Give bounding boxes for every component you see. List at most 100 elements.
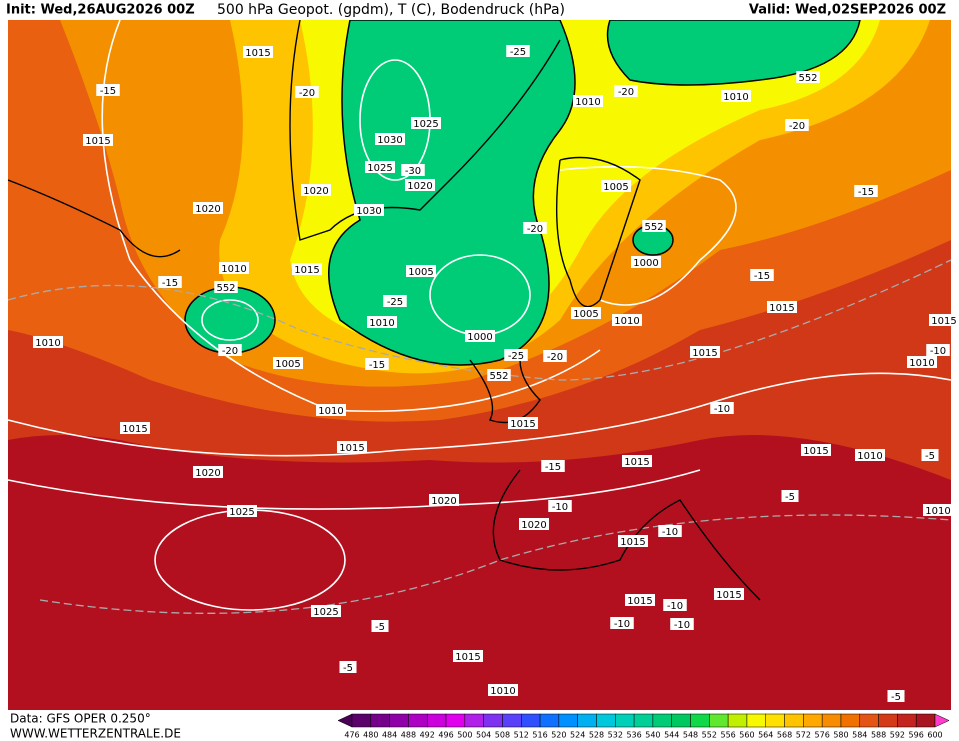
contour-label-bg — [642, 220, 666, 232]
legend-swatch — [784, 713, 804, 728]
contour-label-bg — [541, 460, 565, 472]
contour-label-bg — [519, 518, 549, 530]
contour-label: 1030 — [356, 206, 381, 217]
legend-swatch — [652, 713, 672, 728]
legend-swatch — [577, 713, 597, 728]
legend-swatch — [483, 713, 503, 728]
contour-label-bg — [429, 494, 459, 506]
contour-label-bg — [854, 185, 878, 197]
legend-level: 520 — [551, 731, 566, 740]
contour-label: -20 — [299, 88, 315, 99]
contour-label: 1030 — [377, 135, 402, 146]
contour-label-bg — [453, 650, 483, 662]
contour-label: 1015 — [627, 596, 652, 607]
contour-label: 1015 — [803, 446, 828, 457]
contour-label: 1010 — [35, 338, 60, 349]
color-legend: 476 480 484 488 492 496 500 504 508 512 516 520 524 5… — [337, 713, 950, 740]
legend-swatch — [671, 713, 691, 728]
contour-label: 1020 — [521, 520, 546, 531]
contour-label-bg — [488, 684, 518, 696]
legend-swatch — [370, 713, 390, 728]
contour-label: 1010 — [575, 97, 600, 108]
contour-label-bg — [618, 535, 648, 547]
init-time: Init: Wed,26AUG2026 00Z — [6, 3, 195, 18]
contour-label: 1015 — [620, 537, 645, 548]
contour-label-bg — [406, 265, 436, 277]
contour-label: 1025 — [413, 119, 438, 130]
contour-label-bg — [796, 71, 820, 83]
legend-level: 564 — [758, 731, 773, 740]
contour-label-bg — [543, 350, 567, 362]
contour-label-bg — [316, 404, 346, 416]
legend-swatch — [915, 713, 936, 728]
contour-label: 1015 — [769, 303, 794, 314]
contour-label: 1015 — [339, 443, 364, 454]
legend-level: 596 — [909, 731, 924, 740]
legend-level: 568 — [777, 731, 792, 740]
contour-label-bg — [670, 618, 694, 630]
contour-label: 1010 — [857, 451, 882, 462]
contour-label: 1015 — [85, 136, 110, 147]
map-title: 500 hPa Geopot. (gpdm), T (C), Bodendruc… — [217, 2, 565, 18]
legend-swatch — [727, 713, 748, 728]
contour-label-bg — [193, 202, 223, 214]
contour-label: -15 — [545, 462, 561, 473]
contour-label-bg — [292, 263, 322, 275]
contour-label: -5 — [343, 663, 353, 674]
website: WWW.WETTERZENTRALE.DE — [10, 727, 181, 741]
contour-label: -10 — [667, 601, 683, 612]
contour-label: 1000 — [467, 332, 492, 343]
contour-label: 1010 — [369, 318, 394, 329]
legend-level: 484 — [382, 731, 397, 740]
legend-swatch — [840, 713, 861, 728]
contour-label-bg — [227, 505, 257, 517]
contour-label: 1015 — [455, 652, 480, 663]
contour-label-bg — [612, 314, 642, 326]
contour-label-bg — [375, 133, 405, 145]
contour-label: 1015 — [931, 316, 956, 327]
legend-swatch — [389, 713, 409, 728]
contour-label-bg — [401, 164, 425, 176]
legend-level: 536 — [626, 731, 641, 740]
contour-label: -30 — [405, 166, 421, 177]
contour-label: -10 — [930, 346, 946, 357]
legend-level: 488 — [401, 731, 416, 740]
contour-label-bg — [548, 500, 572, 512]
legend-swatch — [558, 713, 578, 728]
contour-label: -10 — [614, 619, 630, 630]
contour-label: -5 — [785, 492, 795, 503]
contour-label-bg — [487, 369, 511, 381]
legend-level: 496 — [438, 731, 453, 740]
contour-label: 1020 — [195, 204, 220, 215]
legend-swatch — [633, 713, 654, 728]
contour-label-bg — [710, 402, 734, 414]
valid-time: Valid: Wed,02SEP2026 00Z — [749, 3, 946, 18]
legend-level: 540 — [645, 731, 660, 740]
legend-level: 512 — [514, 731, 529, 740]
contour-label: 552 — [798, 73, 817, 84]
legend-level: 588 — [871, 731, 886, 740]
contour-label: 1020 — [303, 186, 328, 197]
contour-label: 552 — [644, 222, 663, 233]
contour-label-bg — [658, 525, 682, 537]
legend-swatch — [897, 713, 917, 728]
contour-label: -5 — [925, 451, 935, 462]
contour-label: 1025 — [367, 163, 392, 174]
legend-level: 592 — [890, 731, 905, 740]
legend-level: 600 — [927, 731, 942, 740]
legend-swatch — [803, 713, 823, 728]
contour-label: 1025 — [229, 507, 254, 518]
legend-level: 548 — [683, 731, 698, 740]
legend-swatch — [821, 713, 842, 728]
contour-label-bg — [96, 84, 120, 96]
legend-swatch — [351, 713, 372, 728]
contour-label: 1010 — [221, 264, 246, 275]
legend-swatch — [859, 713, 879, 728]
contour-label-bg — [801, 444, 831, 456]
contour-label-bg — [219, 262, 249, 274]
legend-swatch — [408, 713, 428, 728]
contour-label: -20 — [547, 352, 563, 363]
contour-label-bg — [631, 256, 661, 268]
contour-label: 1010 — [318, 406, 343, 417]
